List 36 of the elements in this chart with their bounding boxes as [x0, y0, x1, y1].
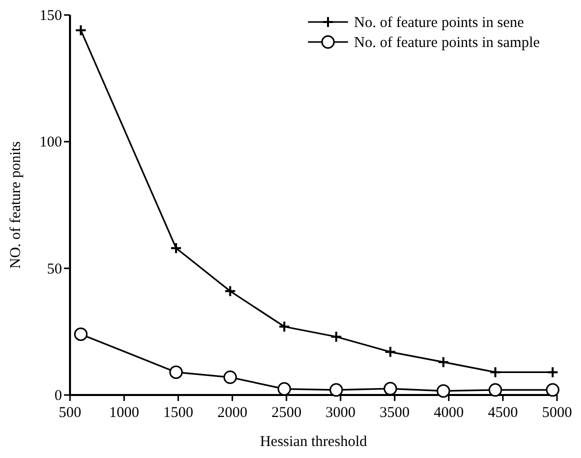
point — [223, 370, 237, 384]
point — [278, 382, 292, 396]
x-axis-title: Hessian threshold — [260, 434, 368, 450]
point — [169, 365, 183, 379]
point — [329, 383, 343, 397]
point — [384, 382, 398, 396]
point — [489, 366, 502, 378]
x-tick-label: 2500 — [271, 405, 302, 421]
point — [278, 320, 290, 333]
x-tick-label: 1000 — [109, 405, 140, 421]
point — [546, 366, 559, 378]
point — [546, 383, 560, 397]
y-tick-label: 150 — [40, 8, 62, 24]
point — [437, 356, 450, 368]
x-tick-label: 3000 — [326, 405, 356, 421]
x-tick-label: 500 — [58, 405, 82, 421]
x-tick-label: 3500 — [380, 405, 410, 421]
y-tick-label: 0 — [54, 388, 62, 404]
x-tick-label: 4500 — [488, 405, 518, 421]
x-tick-label: 5000 — [542, 405, 572, 421]
point — [224, 285, 236, 298]
x-tick-label: 2000 — [217, 405, 248, 421]
point — [436, 384, 450, 398]
point — [74, 24, 87, 36]
y-axis-title: NO. of feature ponits — [8, 141, 24, 269]
y-tick-label: 100 — [40, 134, 62, 151]
x-tick-label: 4000 — [434, 405, 464, 421]
point — [330, 330, 342, 343]
y-tick-label: 50 — [47, 261, 62, 278]
legend-label: No. of feature points in sample — [354, 35, 540, 51]
point — [384, 346, 396, 358]
point — [74, 327, 88, 341]
x-tick-label: 1500 — [163, 405, 194, 421]
point — [488, 383, 502, 397]
point — [170, 242, 182, 254]
legend-label: No. of feature points in sene — [354, 15, 524, 31]
